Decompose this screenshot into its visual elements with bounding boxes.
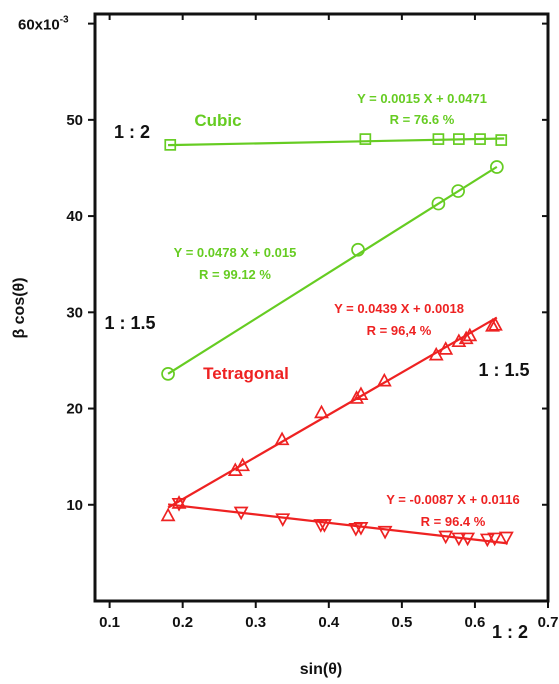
cubic-1-2-fit-line [168, 137, 505, 147]
axes-layer: 0.1 0.2 0.3 0.4 0.5 0.6 0.7 10 20 30 40 50 60x10-3 [18, 14, 558, 631]
cubic-1-2-point [359, 133, 372, 145]
cubic-1-2-r-value: R = 76.6 % [390, 112, 455, 127]
tetragonal-1-2-point [479, 533, 495, 548]
x-tick-label: 0.5 [391, 614, 412, 631]
tetragonal-ratio-1-2-label: 1 : 2 [492, 622, 528, 642]
tetragonal-1-1.5-point [485, 318, 500, 332]
tetragonal-1-1.5-point [353, 386, 369, 400]
cubic-1-1.5-point [161, 367, 175, 381]
y-tick-label: 50 [66, 112, 83, 129]
tetragonal-1-1.5-point [314, 404, 329, 419]
tetragonal-1-2-point [233, 506, 249, 521]
tetragonal-1-1.5-r-value: R = 96,4 % [367, 323, 432, 338]
tetragonal-1-1.5-point [160, 507, 176, 522]
cubic-ratio-1-2-label: 1 : 2 [114, 122, 150, 142]
x-tick-label: 0.6 [465, 614, 486, 631]
tetragonal-1-2-point [171, 497, 187, 512]
tetragonal-1-2-point [487, 532, 503, 547]
cubic-1-2-point [495, 134, 508, 146]
tetragonal-1-1.5-point [235, 457, 251, 472]
cubic-1-1.5-equation: Y = 0.0478 X + 0.015 [174, 245, 297, 260]
x-tick-label: 0.4 [318, 614, 340, 631]
y-tick-label: 60x10-3 [18, 15, 69, 34]
x-tick-label: 0.3 [245, 614, 266, 631]
y-axis-title: β cos(θ) [11, 277, 28, 338]
cubic-phase-label: Cubic [194, 111, 241, 130]
tetragonal-1-2-point [451, 532, 467, 547]
tetragonal-1-2-equation: Y = -0.0087 X + 0.0116 [386, 492, 520, 507]
tetragonal-phase-label: Tetragonal [203, 364, 289, 383]
tetragonal-1-1.5-point [349, 390, 365, 404]
cubic-1-1.5-point [490, 160, 504, 174]
x-axis-title: sin(θ) [300, 661, 342, 678]
tetragonal-1-2-fit-line [167, 503, 508, 545]
x-tick-label: 0.7 [538, 614, 559, 631]
tetragonal-1-2-point [377, 525, 393, 540]
cubic-1-2-point [474, 133, 486, 145]
cubic-1-2-equation: Y = 0.0015 X + 0.0471 [357, 91, 487, 106]
tetragonal-1-1.5-equation: Y = 0.0439 X + 0.0018 [334, 301, 464, 316]
tetragonal-1-1.5-point [487, 317, 503, 331]
tetragonal-1-1.5-point [462, 327, 478, 342]
tetragonal-1-1.5-point [458, 330, 474, 345]
tetragonal-1-2-point [275, 513, 291, 527]
cubic-1-2-point [453, 133, 465, 145]
x-tick-label: 0.2 [172, 614, 193, 631]
cubic-1-1.5-fit-line [167, 165, 498, 375]
tetragonal-1-2-point [498, 531, 514, 546]
tetragonal-1-2-point [438, 530, 454, 545]
tetragonal-1-2-point [460, 532, 476, 547]
cubic-1-1.5-point [351, 242, 365, 257]
tetragonal-1-2-r-value: R = 96.4 % [421, 514, 486, 529]
x-tick-label: 0.1 [99, 614, 120, 631]
tetragonal-1-1.5-point [438, 341, 454, 355]
y-tick-label: 20 [66, 401, 83, 418]
tetragonal-1-2-point [353, 522, 369, 536]
tetragonal-1-2-point [316, 519, 332, 533]
cubic-1-2-point [432, 133, 445, 145]
tetragonal-1-1.5-point [274, 431, 290, 446]
plot-frame [93, 12, 550, 603]
cubic-1-2-point [164, 139, 177, 151]
tetragonal-1-1.5-point [171, 495, 187, 509]
cubic-1-1.5-point [431, 196, 446, 211]
series-layer [160, 133, 514, 548]
tetragonal-ratio-1-1.5-label: 1 : 1.5 [478, 360, 529, 380]
cubic-1-1.5-r-value: R = 99.12 % [199, 267, 271, 282]
y-tick-label: 10 [66, 497, 83, 514]
y-tick-label: 30 [66, 304, 83, 321]
y-tick-label: 40 [66, 208, 83, 225]
tetragonal-1-1.5-point [376, 372, 392, 387]
cubic-1-1.5-point [451, 184, 465, 198]
cubic-ratio-1-1.5-label: 1 : 1.5 [104, 313, 155, 333]
